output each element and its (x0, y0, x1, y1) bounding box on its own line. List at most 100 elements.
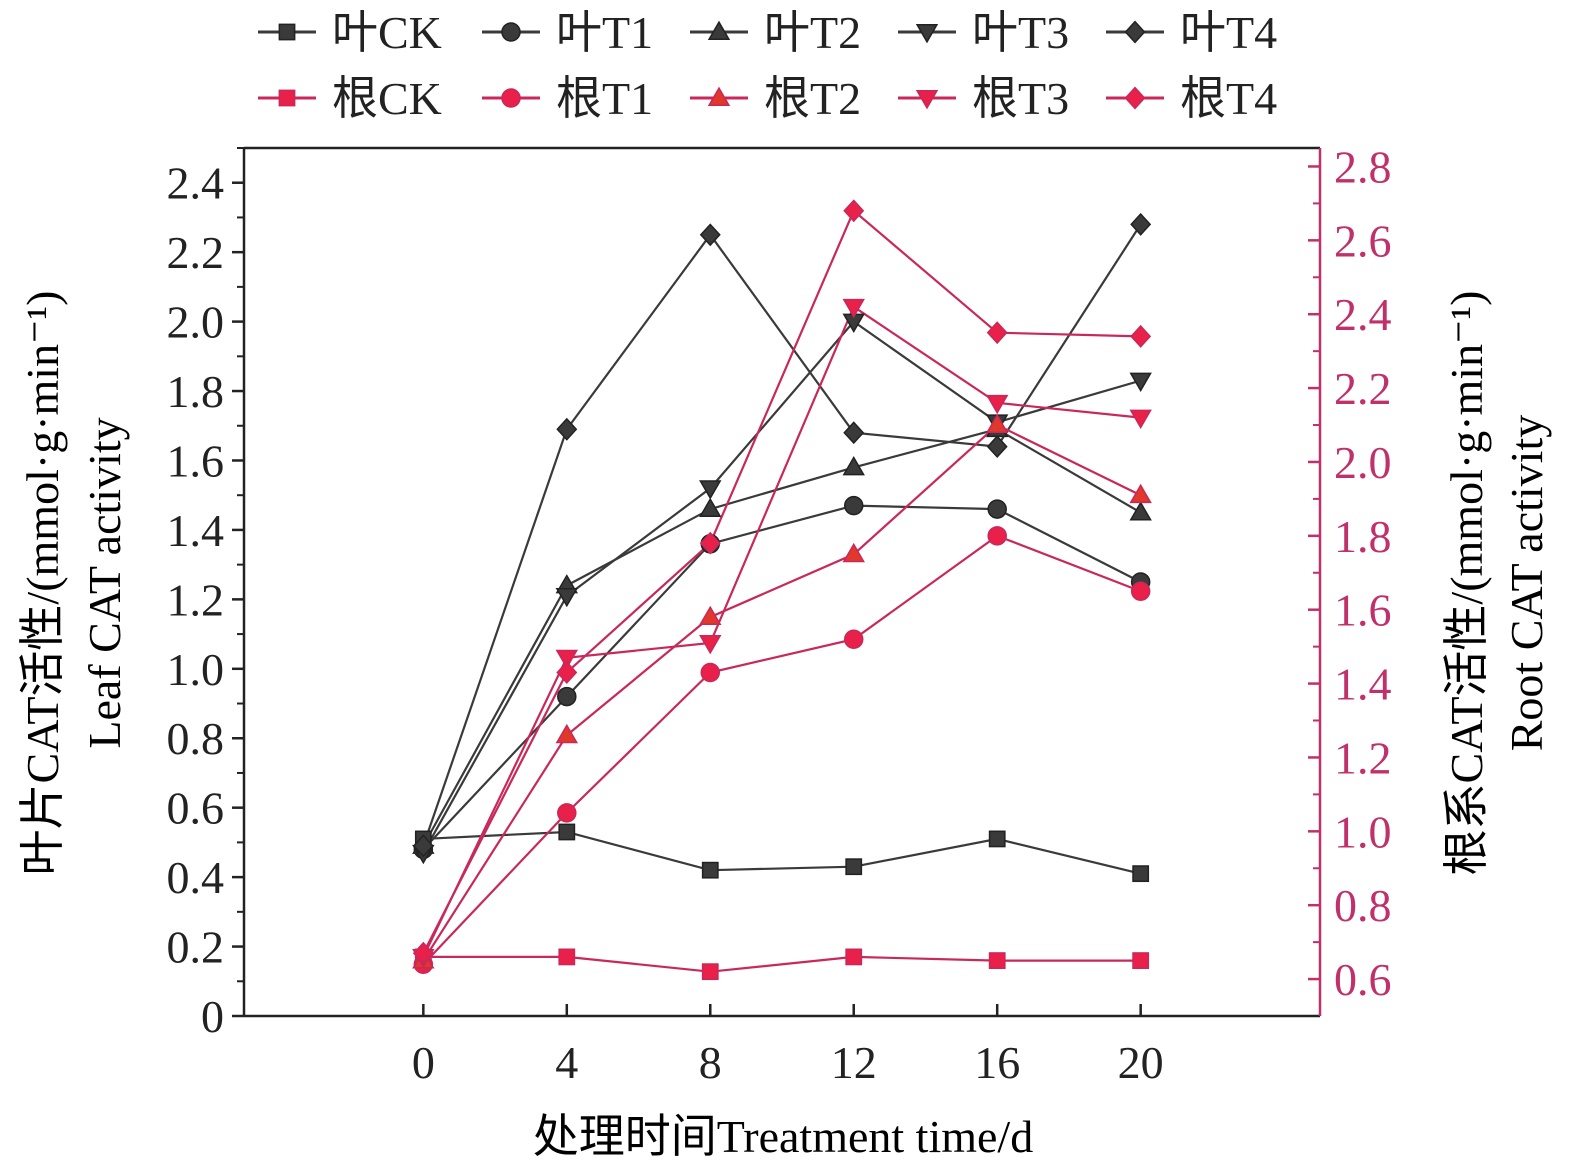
legend-label: 根T4 (1180, 73, 1277, 124)
legend-marker (915, 24, 939, 44)
series-line-8 (422, 305, 1141, 958)
series-markers (412, 199, 1152, 981)
x-tick-label: 20 (1118, 1037, 1164, 1088)
x-tick-label: 0 (412, 1037, 435, 1088)
series-lines (422, 208, 1142, 973)
left-y-tick-label: 0 (201, 991, 224, 1042)
data-point (987, 526, 1007, 546)
left-y-tick-label: 0.8 (167, 713, 225, 764)
legend-marker (1124, 20, 1146, 44)
legend-label: 根T2 (764, 73, 861, 124)
series-line-4 (422, 223, 1142, 847)
legend-label: 叶CK (332, 7, 442, 58)
data-point (988, 952, 1006, 969)
data-point (842, 298, 865, 319)
series-line-2 (422, 428, 1142, 847)
data-point (843, 629, 864, 650)
data-point (699, 480, 722, 500)
data-point (845, 948, 863, 966)
legend-label: 叶T1 (556, 7, 653, 58)
data-point (701, 861, 719, 879)
series-line-6 (422, 534, 1142, 966)
left-y-tick-label: 0.4 (167, 852, 225, 903)
data-point (1129, 501, 1152, 521)
left-y-tick-label: 1.4 (167, 505, 225, 556)
series-line-7 (422, 423, 1142, 962)
right-y-axis-title-en: Root CAT activity (1501, 415, 1552, 752)
data-point (843, 421, 865, 445)
right-y-tick-label: 2.4 (1334, 289, 1392, 340)
data-point (699, 634, 722, 655)
series-line-1 (422, 504, 1142, 851)
left-y-tick-label: 0.2 (167, 922, 225, 973)
right-y-tick-label: 2.2 (1334, 363, 1392, 414)
x-tick-label: 4 (555, 1037, 578, 1088)
legend-label: 根T1 (556, 73, 653, 124)
data-point (1129, 483, 1152, 504)
data-point (557, 686, 577, 707)
x-tick-label: 12 (831, 1037, 877, 1088)
legend-item: 叶T4 (1106, 7, 1277, 58)
right-y-tick-label: 1.0 (1334, 806, 1392, 857)
right-y-tick-label: 2.0 (1334, 437, 1392, 488)
series-line-5 (423, 955, 1141, 973)
right-y-tick-label: 0.6 (1334, 954, 1392, 1005)
legend-item: 根T3 (898, 73, 1069, 124)
data-point (412, 834, 434, 858)
data-point (988, 830, 1006, 848)
axes: 0 4 8 12 16 20 0 0.2 0.4 0.6 0.8 1.0 1.2 1.4 1.6 1.8 2.0… (167, 141, 1392, 1088)
data-point (987, 499, 1007, 519)
data-point (558, 948, 576, 966)
series-line-3 (422, 320, 1141, 854)
data-point (555, 649, 579, 670)
left-y-tick-label: 1.0 (167, 644, 225, 695)
data-point (985, 413, 1009, 433)
left-y-tick-label: 1.6 (167, 435, 225, 486)
right-y-tick-label: 2.8 (1334, 141, 1392, 192)
data-point (843, 495, 864, 516)
left-y-axis-title-en: Leaf CAT activity (79, 417, 130, 748)
legend-item: 根T4 (1106, 73, 1277, 124)
data-point (1130, 212, 1152, 236)
data-point (845, 858, 863, 876)
legend-marker (501, 88, 521, 108)
data-point (843, 199, 865, 223)
legend-label: 叶T3 (972, 7, 1069, 58)
data-point (699, 223, 721, 247)
legend-item: 根T2 (690, 73, 861, 124)
x-tick-label: 8 (699, 1037, 722, 1088)
legend-label: 根CK (332, 73, 442, 124)
data-point (1130, 581, 1151, 601)
legend-label: 叶T4 (1180, 7, 1277, 58)
data-point (699, 605, 722, 626)
legend-item: 叶CK (258, 7, 442, 58)
data-point (986, 435, 1008, 459)
left-y-tick-label: 2.2 (167, 227, 225, 278)
data-point (556, 661, 578, 684)
legend-item: 根CK (258, 73, 442, 124)
left-y-tick-label: 1.8 (167, 366, 225, 417)
left-y-tick-label: 1.2 (167, 574, 225, 625)
legend-label: 叶T2 (764, 7, 861, 58)
data-point (1132, 952, 1150, 969)
data-point (1129, 372, 1152, 393)
data-point (557, 803, 577, 823)
data-point (1130, 324, 1152, 348)
right-y-axis-title-cn: 根系CAT活性/(mmol·g·min⁻¹) (1441, 291, 1492, 876)
right-y-tick-label: 1.6 (1334, 585, 1392, 636)
right-y-tick-label: 2.6 (1334, 215, 1392, 266)
data-point (842, 456, 865, 476)
legend-marker (501, 22, 521, 42)
right-y-tick-label: 1.8 (1334, 511, 1392, 562)
data-point (842, 542, 865, 563)
data-point (985, 394, 1009, 415)
series-line-9 (422, 208, 1141, 954)
legend-item: 叶T2 (690, 7, 861, 58)
legend: 叶CK 叶T1 叶T2 叶T3 叶T4 根CK 根T1 根T2 根T3 根T4 (258, 7, 1277, 124)
legend-label: 根T3 (972, 73, 1069, 124)
legend-marker (707, 86, 731, 106)
legend-marker (1124, 86, 1146, 110)
left-y-tick-label: 0.6 (167, 783, 225, 834)
data-point (701, 963, 719, 981)
